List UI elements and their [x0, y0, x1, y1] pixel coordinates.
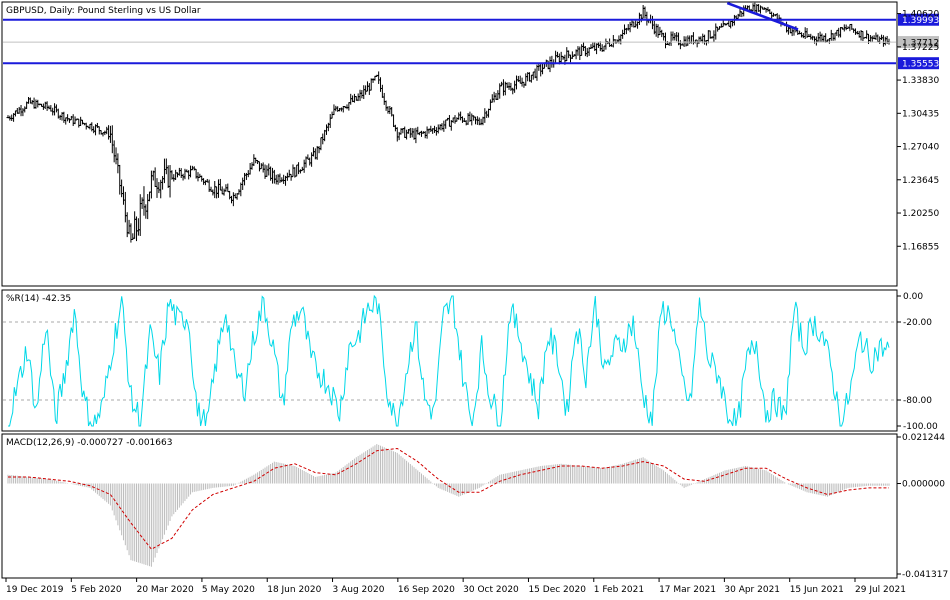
macd-y-label: -0.041317: [902, 570, 948, 580]
macd-layer: [7, 444, 890, 567]
x-axis-label: 1 Feb 2021: [594, 585, 644, 595]
level-label-bg: [898, 57, 939, 70]
x-axis-label: 16 Sep 2020: [398, 585, 455, 595]
level-label: 1.35553: [902, 60, 939, 70]
x-axis-label: 17 Mar 2021: [659, 585, 716, 595]
x-axis-label: 5 Feb 2020: [71, 585, 122, 595]
wpr-y-label: -20.00: [903, 318, 932, 328]
price-panel-frame: [1, 1, 898, 287]
wpr-title: %R(14) -42.35: [6, 294, 71, 304]
x-axis-label: 15 Jun 2021: [790, 585, 844, 595]
wpr-layer: [3, 294, 896, 427]
wpr-y-label: 0.00: [903, 292, 923, 302]
price-y-label: 1.40620: [902, 10, 939, 20]
price-layer: [3, 1, 896, 243]
macd-title: MACD(12,26,9) -0.000727 -0.001663: [6, 438, 172, 448]
price-y-label: 1.16855: [902, 242, 939, 252]
x-axis-label: 15 Dec 2020: [528, 585, 586, 595]
level-label-bg: [898, 13, 939, 26]
wpr-y-label: -80.00: [903, 396, 932, 406]
axis-layer: 1.39993 1.35553 1.37712 1.40620 1.37225 1.338…: [5, 10, 948, 595]
price-y-label: 1.30435: [902, 109, 939, 119]
price-title: GBPUSD, Daily: Pound Sterling vs US Doll…: [6, 6, 201, 16]
price-y-label: 1.33830: [902, 76, 939, 86]
macd-panel-frame: [1, 433, 898, 579]
x-axis-label: 18 Jun 2020: [267, 585, 321, 595]
price-y-label: 1.23645: [902, 176, 939, 186]
x-axis-label: 5 May 2020: [202, 585, 255, 595]
macd-y-label: 0.021244: [902, 433, 945, 443]
price-y-label: 1.20250: [902, 209, 939, 219]
level-label: 1.39993: [902, 16, 939, 26]
wpr-panel-frame: [1, 289, 898, 432]
x-axis-label: 3 Aug 2020: [333, 585, 385, 595]
price-y-label: 1.27040: [902, 143, 939, 153]
price-y-label: 1.37225: [902, 43, 939, 53]
macd-signal-line: [8, 447, 889, 550]
wpr-series-line: [8, 294, 890, 427]
x-axis-label: 30 Oct 2020: [463, 585, 519, 595]
trend-line: [726, 1, 799, 31]
x-axis-label: 19 Dec 2019: [6, 585, 64, 595]
x-axis-label: 20 Mar 2020: [137, 585, 194, 595]
macd-y-label: 0.000000: [902, 480, 945, 490]
wpr-y-label: -100.00: [903, 422, 938, 432]
x-axis-label: 30 Apr 2021: [724, 585, 780, 595]
x-axis-label: 29 Jul 2021: [855, 585, 906, 595]
current-price-label-bg: [898, 36, 939, 49]
current-price-label: 1.37712: [902, 39, 939, 49]
